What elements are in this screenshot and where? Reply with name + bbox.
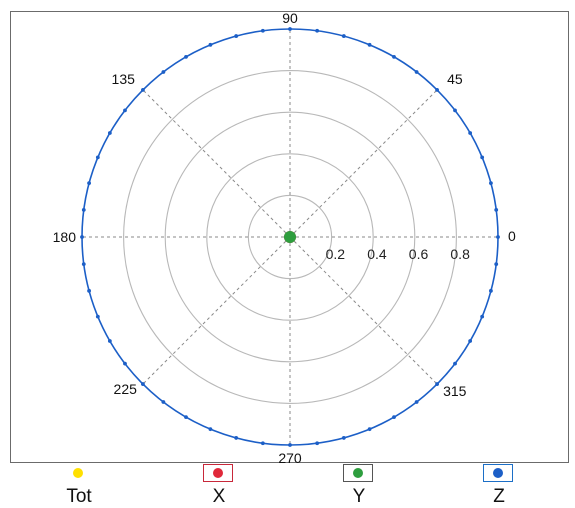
legend-marker-y [353,468,363,478]
legend-item-z[interactable]: Z [469,462,529,508]
series-z-point [288,27,292,31]
legend-label-x: X [212,486,226,507]
series-z-point [496,235,500,239]
series-z-point [161,400,166,404]
series-z-point [315,441,320,446]
series-z-point [234,436,239,440]
angle-tick-label: 315 [443,383,467,399]
series-z-point [87,181,91,186]
series-z-point [141,382,145,386]
series-z-point [260,441,265,446]
series-z-point [81,262,86,267]
series-z-point [141,88,145,92]
series-z-point [414,400,419,404]
radial-tick-label: 0.6 [409,246,429,262]
series-z-point [184,415,188,420]
legend-marker-x [213,468,223,478]
legend-box-x [203,464,233,482]
series-z-point [123,108,127,113]
series-z-point [468,339,473,343]
radial-gridline-0.6 [164,111,416,363]
series-z-point [489,288,493,293]
series-z-point [480,155,485,160]
series-z-point [208,427,213,432]
series-z-point [367,42,372,47]
series-z-point [468,131,473,135]
legend-label-z: Z [493,486,505,507]
series-z-point [123,361,127,366]
series-z-point [315,28,320,33]
series-z-point [453,361,457,366]
series-z-point [392,415,396,420]
angle-tick-label: 225 [114,381,138,397]
series-z-point [80,235,84,239]
series-z-point [435,88,439,92]
series-z-point [453,108,457,113]
radial-tick-label: 0.2 [326,246,346,262]
legend-box-y [343,464,373,482]
angle-tick-label: 90 [282,10,298,26]
series-z-point [81,207,86,212]
radial-gridline-0.8 [123,70,457,404]
series-z-point [367,427,372,432]
series-z-point [107,131,112,135]
series-z-point [95,314,100,319]
angle-tick-label: 0 [508,228,516,244]
series-z-point [392,54,396,59]
series-z-point [480,314,485,319]
series-z-point [87,288,91,293]
series-z-point [414,70,419,74]
series-z-point [288,443,292,447]
angle-spoke-225 [142,236,291,385]
series-z-point [435,382,439,386]
legend-marker-z [493,468,503,478]
radial-gridline-0.2 [247,194,333,280]
angle-tick-label: 270 [278,450,302,466]
series-z-point [494,207,499,212]
legend-label-tot: Tot [66,486,92,507]
angle-tick-label: 45 [447,71,463,87]
angle-tick-label: 135 [112,71,136,87]
radial-tick-label: 0.4 [367,246,387,262]
legend-item-y[interactable]: Y [329,462,389,508]
series-z-point [341,436,346,440]
legend-label-y: Y [352,486,366,507]
radial-tick-label: 0.8 [450,246,470,262]
radial-gridline-0.4 [206,153,374,321]
angle-spoke-135 [142,89,291,238]
series-z-point [184,54,188,59]
series-z-point [489,181,493,186]
angle-spoke-315 [289,236,438,385]
legend-box-z [483,464,513,482]
angle-spoke-45 [289,89,438,238]
legend-item-x[interactable]: X [189,462,249,508]
angle-tick-label: 180 [53,229,77,245]
series-z-point [494,262,499,267]
series-z-point [208,42,213,47]
series-z-point [161,70,166,74]
series-z-point [107,339,112,343]
series-z-point [234,34,239,38]
series-y-point [284,231,296,243]
legend-marker-tot [73,468,83,478]
series-z-point [341,34,346,38]
legend-item-tot[interactable]: Tot [49,462,109,508]
series-z-point [260,28,265,33]
series-z-point [95,155,100,160]
